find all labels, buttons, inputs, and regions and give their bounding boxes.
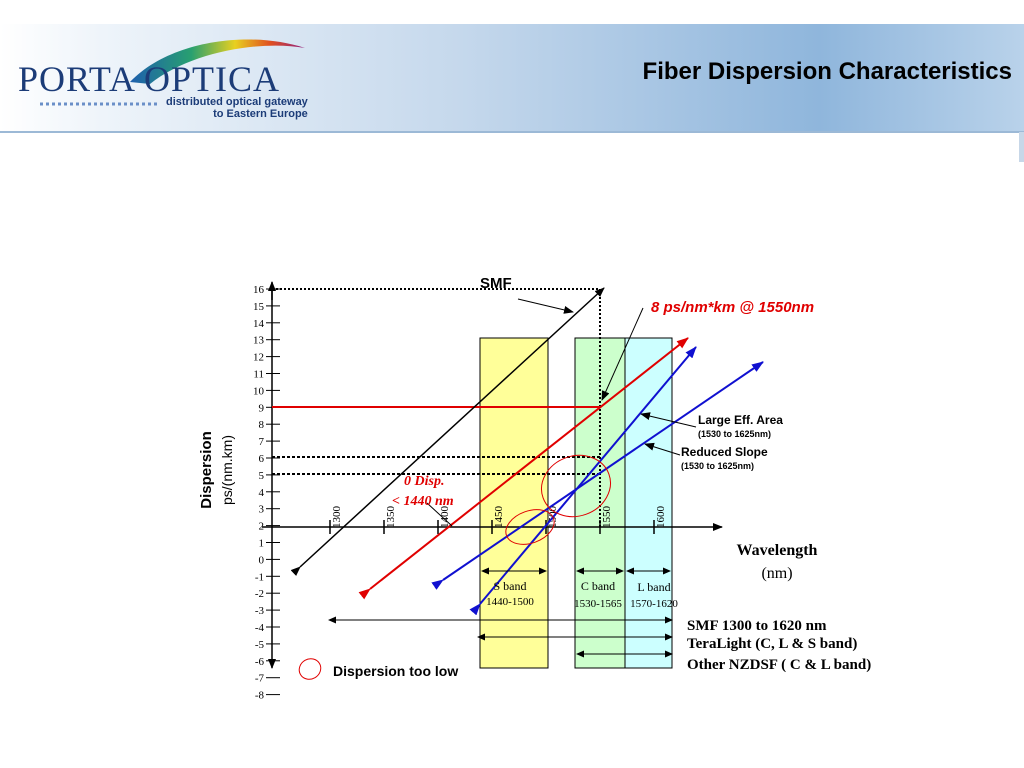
y-tick-label: -3 [255, 605, 265, 617]
logo-subtitle: distributed optical gateway to Eastern E… [166, 96, 308, 120]
y-tick-label: -1 [255, 571, 264, 583]
header-divider [0, 131, 1024, 133]
teralight-range-label: TeraLight (C, L & S band) [687, 636, 857, 652]
y-tick-label: 5 [259, 470, 265, 482]
y-tick-label: 6 [259, 453, 265, 465]
y-tick-label: 14 [253, 318, 265, 330]
y-tick-label: -8 [255, 690, 265, 702]
y-tick-label: -5 [255, 639, 265, 651]
y-tick-label: 10 [253, 385, 265, 397]
y-axis-label: Dispersion [198, 431, 215, 509]
y-tick-label: 0 [259, 554, 265, 566]
reduced-slope-curve [431, 361, 764, 590]
reduced-slope-range: (1530 to 1625nm) [681, 461, 754, 471]
y-tick-label: 2 [259, 521, 265, 533]
c-band-range: 1530-1565 [574, 598, 622, 610]
x-tick-label: 1450 [493, 506, 505, 529]
logo-subtitle-line1: distributed optical gateway [166, 96, 308, 108]
x-axis-label: Wavelength [737, 542, 818, 559]
c-band-name: C band [581, 579, 615, 593]
header-banner [0, 24, 1024, 132]
x-tick-label: 1600 [655, 506, 667, 529]
red-annotation-pointer [601, 307, 644, 401]
large-eff-area-pointer [640, 412, 697, 428]
reduced-slope-pointer [644, 442, 681, 456]
x-tick-label: 1300 [331, 506, 343, 529]
logo-subtitle-line2: to Eastern Europe [213, 108, 308, 120]
y-tick-label: -4 [255, 622, 265, 634]
y-tick-label: 13 [253, 335, 265, 347]
logo: PORTA OPTICA [18, 59, 280, 99]
y-tick-label: -6 [255, 656, 265, 668]
legend-ellipse-icon [298, 658, 322, 680]
smf-pointer [517, 298, 574, 314]
zero-disp-threshold: < 1440 nm [392, 494, 454, 509]
y-tick-label: 11 [253, 369, 264, 381]
s-band-name: S band [494, 579, 527, 593]
y-tick-label: -7 [255, 673, 265, 685]
l-band-range: 1570-1620 [630, 598, 678, 610]
y-tick-label: 9 [259, 402, 265, 414]
smf-label: SMF [480, 275, 512, 292]
x-axis-unit: (nm) [761, 565, 792, 582]
y-tick-label: 12 [253, 352, 264, 364]
reduced-slope-label: Reduced Slope [681, 445, 768, 459]
large-eff-area-label: Large Eff. Area [698, 413, 783, 427]
l-band-name: L band [637, 580, 670, 594]
low-dispersion-ellipse-c [541, 454, 611, 518]
y-tick-label: 4 [259, 487, 265, 499]
y-tick-label: 15 [253, 301, 265, 313]
l-band-region [624, 337, 673, 669]
s-band-range: 1440-1500 [486, 596, 534, 608]
decorative-edge [1019, 132, 1024, 162]
y-axis-unit: ps/(nm.km) [219, 435, 235, 505]
nzdsf-range-label: Other NZDSF ( C & L band) [687, 657, 871, 673]
zero-disp-pointer [426, 502, 453, 527]
slide-title: Fiber Dispersion Characteristics [642, 58, 1012, 85]
legend-label: Dispersion too low [333, 663, 458, 679]
s-band-region [479, 337, 549, 669]
smf-range-label: SMF 1300 to 1620 nm [687, 618, 827, 634]
zero-disp-label: 0 Disp. [404, 474, 444, 489]
y-tick-label: 7 [259, 436, 265, 448]
y-tick-label: -2 [255, 588, 264, 600]
y-tick-label: 16 [253, 284, 265, 296]
y-tick-label: 3 [259, 504, 265, 516]
logo-swoosh [40, 39, 305, 106]
large-eff-area-range: (1530 to 1625nm) [698, 429, 771, 439]
low-dispersion-ellipse-s [505, 509, 555, 545]
y-tick-label: 1 [259, 538, 265, 550]
y-tick-label: 8 [259, 419, 265, 431]
red-annotation: 8 ps/nm*km @ 1550nm [651, 299, 814, 316]
x-tick-label: 1550 [601, 506, 613, 529]
